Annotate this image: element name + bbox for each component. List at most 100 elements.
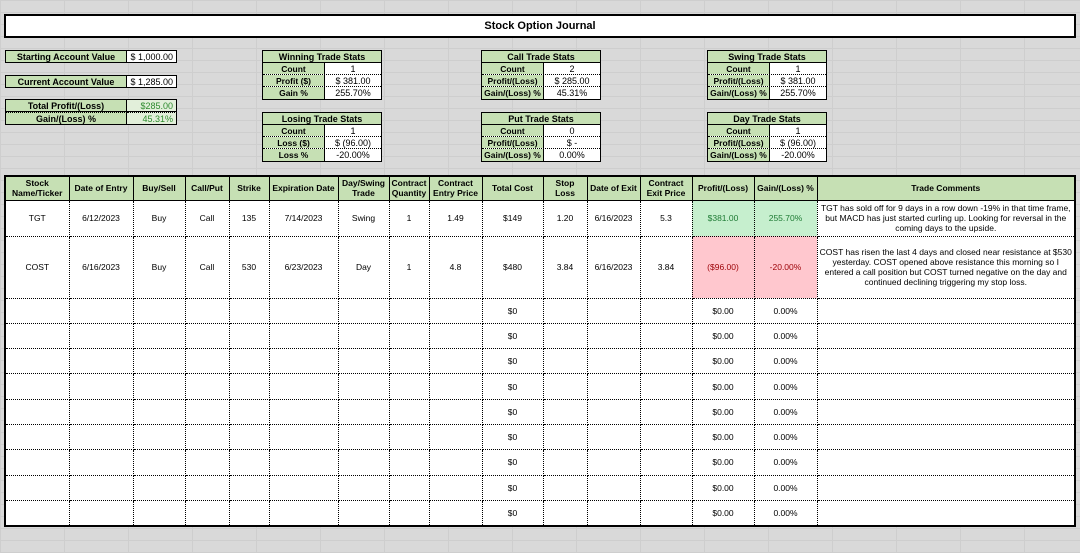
cell-strike[interactable]	[228, 298, 270, 324]
cell-call-put[interactable]	[184, 424, 230, 451]
cell-expiration[interactable]: 7/14/2023	[268, 200, 339, 237]
cell-date-entry[interactable]	[68, 449, 134, 476]
cell-strike[interactable]	[228, 424, 270, 451]
cell-date-entry[interactable]	[68, 500, 134, 527]
cell-quantity[interactable]: 1	[388, 236, 430, 299]
cell-comments[interactable]	[816, 449, 1076, 476]
cell-day-swing[interactable]	[337, 348, 390, 375]
cell-stop-loss[interactable]: 3.84	[542, 236, 588, 299]
cell-profit-loss[interactable]: $0.00	[691, 449, 755, 476]
cell-date-exit[interactable]	[586, 475, 641, 501]
cell-day-swing[interactable]	[337, 449, 390, 476]
cell-call-put[interactable]: Call	[184, 200, 230, 237]
cell-stop-loss[interactable]	[542, 298, 588, 324]
cell-exit-price[interactable]	[639, 399, 693, 425]
cell-profit-loss[interactable]: $0.00	[691, 373, 755, 400]
header-comments[interactable]: Trade Comments	[816, 175, 1076, 201]
cell-profit-loss[interactable]: $0.00	[691, 424, 755, 451]
cell-entry-price[interactable]	[428, 399, 483, 425]
stat-value[interactable]: -20.00%	[781, 150, 815, 160]
cell-strike[interactable]	[228, 449, 270, 476]
stat-value[interactable]: -20.00%	[336, 150, 370, 160]
cell-ticker[interactable]	[4, 449, 70, 476]
cell-comments[interactable]	[816, 424, 1076, 451]
cell-exit-price[interactable]: 5.3	[639, 200, 693, 237]
cell-ticker[interactable]	[4, 424, 70, 451]
cell-ticker[interactable]	[4, 500, 70, 527]
header-stop-loss[interactable]: Stop Loss	[542, 175, 588, 201]
cell-expiration[interactable]	[268, 298, 339, 324]
cell-call-put[interactable]	[184, 399, 230, 425]
cell-call-put[interactable]	[184, 298, 230, 324]
cell-quantity[interactable]	[388, 399, 430, 425]
cell-date-entry[interactable]	[68, 475, 134, 501]
cell-expiration[interactable]	[268, 475, 339, 501]
cell-day-swing[interactable]: Day	[337, 236, 390, 299]
cell-profit-loss[interactable]: $0.00	[691, 500, 755, 527]
cell-buy-sell[interactable]	[132, 373, 186, 400]
cell-total-cost[interactable]: $0	[481, 399, 544, 425]
cell-strike[interactable]	[228, 475, 270, 501]
cell-call-put[interactable]	[184, 348, 230, 375]
cell-date-exit[interactable]: 6/16/2023	[586, 236, 641, 299]
cell-date-exit[interactable]	[586, 500, 641, 527]
cell-buy-sell[interactable]	[132, 399, 186, 425]
cell-total-cost[interactable]: $0	[481, 475, 544, 501]
cell-call-put[interactable]	[184, 373, 230, 400]
cell-date-exit[interactable]	[586, 399, 641, 425]
cell-date-entry[interactable]: 6/12/2023	[68, 200, 134, 237]
cell-call-put[interactable]	[184, 323, 230, 350]
cell-total-cost[interactable]: $480	[481, 236, 544, 299]
cell-exit-price[interactable]	[639, 500, 693, 527]
cell-expiration[interactable]	[268, 500, 339, 527]
cell-strike[interactable]: 135	[228, 200, 270, 237]
cell-date-entry[interactable]	[68, 373, 134, 400]
cell-strike[interactable]	[228, 348, 270, 375]
cell-quantity[interactable]	[388, 424, 430, 451]
header-exit-price[interactable]: Contract Exit Price	[639, 175, 693, 201]
cell-buy-sell[interactable]	[132, 348, 186, 375]
stat-value[interactable]: 1	[350, 125, 356, 136]
cell-expiration[interactable]	[268, 424, 339, 451]
cell-gain-loss[interactable]: 0.00%	[753, 500, 818, 527]
cell-gain-loss[interactable]: 0.00%	[753, 475, 818, 501]
stat-value[interactable]: $ 285.00	[554, 75, 590, 86]
cell-call-put[interactable]	[184, 500, 230, 527]
cell-comments[interactable]	[816, 500, 1076, 527]
cell-entry-price[interactable]	[428, 500, 483, 527]
cell-comments[interactable]	[816, 475, 1076, 501]
cell-expiration[interactable]: 6/23/2023	[268, 236, 339, 299]
cell-date-exit[interactable]	[586, 449, 641, 476]
cell-date-exit[interactable]	[586, 298, 641, 324]
stat-value[interactable]: 0.00%	[559, 150, 585, 160]
cell-date-entry[interactable]	[68, 323, 134, 350]
cell-quantity[interactable]	[388, 449, 430, 476]
cell-exit-price[interactable]	[639, 449, 693, 476]
cell-gain-loss[interactable]: 0.00%	[753, 323, 818, 350]
cell-quantity[interactable]	[388, 475, 430, 501]
header-buy-sell[interactable]: Buy/Sell	[132, 175, 186, 201]
cell-ticker[interactable]	[4, 323, 70, 350]
cell-gain-loss[interactable]: 0.00%	[753, 424, 818, 451]
cell-entry-price[interactable]	[428, 323, 483, 350]
stat-value[interactable]: 1	[350, 63, 356, 74]
cell-day-swing[interactable]	[337, 373, 390, 400]
cell-profit-loss[interactable]: $0.00	[691, 475, 755, 501]
cell-expiration[interactable]	[268, 449, 339, 476]
cell-stop-loss[interactable]	[542, 323, 588, 350]
cell-buy-sell[interactable]: Buy	[132, 200, 186, 237]
cell-total-cost[interactable]: $0	[481, 323, 544, 350]
cell-exit-price[interactable]: 3.84	[639, 236, 693, 299]
cell-buy-sell[interactable]	[132, 298, 186, 324]
cell-gain-loss[interactable]: 0.00%	[753, 298, 818, 324]
cell-exit-price[interactable]	[639, 424, 693, 451]
current-account-value-cell[interactable]: $ 1,285.00	[127, 75, 177, 88]
header-date-exit[interactable]: Date of Exit	[586, 175, 641, 201]
header-gain-loss[interactable]: Gain/(Loss) %	[753, 175, 818, 201]
cell-profit-loss[interactable]: $0.00	[691, 348, 755, 375]
cell-exit-price[interactable]	[639, 348, 693, 375]
cell-strike[interactable]	[228, 399, 270, 425]
cell-date-entry[interactable]	[68, 348, 134, 375]
header-day-swing[interactable]: Day/Swing Trade	[337, 175, 390, 201]
cell-comments[interactable]	[816, 323, 1076, 350]
